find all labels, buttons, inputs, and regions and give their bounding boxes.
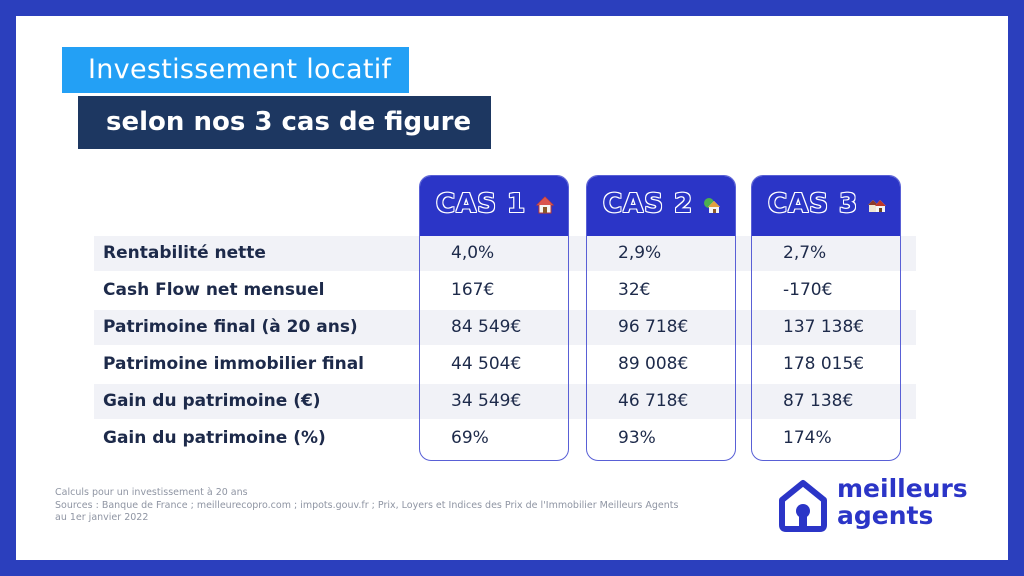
note-line: Sources : Banque de France ; meilleureco… xyxy=(55,499,679,511)
row-stripe xyxy=(94,384,916,419)
logo-line: agents xyxy=(837,501,934,530)
column-title: CAS 3 xyxy=(768,189,859,219)
column-cas-3: CAS 3 xyxy=(751,175,901,461)
cell-value: 89 008€ xyxy=(618,354,689,374)
row-label-patrimoine-final: Patrimoine final (à 20 ans) xyxy=(103,317,358,337)
title-line-1: Investissement locatif xyxy=(62,47,410,93)
column-cas-1: CAS 1 xyxy=(419,175,569,461)
logo-text: meilleurs agents xyxy=(837,475,968,529)
row-stripe xyxy=(94,310,916,345)
logo-line: meilleurs xyxy=(837,474,968,503)
note-line: au 1er janvier 2022 xyxy=(55,512,149,523)
cell-value: 2,7% xyxy=(783,243,827,263)
row-label-gain-percent: Gain du patrimoine (%) xyxy=(103,428,326,448)
meilleurs-agents-logo: meilleurs agents xyxy=(777,475,977,537)
note-line: Calculs pour un investissement à 20 ans xyxy=(55,487,248,498)
cell-value: 4,0% xyxy=(451,243,495,263)
cell-value: 46 718€ xyxy=(618,391,689,411)
houses-icon xyxy=(868,200,886,212)
row-label-gain-euro: Gain du patrimoine (€) xyxy=(103,391,321,411)
cell-value: -170€ xyxy=(783,280,833,300)
column-header: CAS 2 xyxy=(587,176,735,236)
row-stripe xyxy=(94,236,916,271)
row-label-rentabilite: Rentabilité nette xyxy=(103,243,266,263)
cell-value: 87 138€ xyxy=(783,391,854,411)
cell-value: 84 549€ xyxy=(451,317,522,337)
house-icon xyxy=(536,196,554,214)
cell-value: 93% xyxy=(618,428,656,448)
cell-value: 34 549€ xyxy=(451,391,522,411)
cell-value: 2,9% xyxy=(618,243,662,263)
column-title: CAS 2 xyxy=(603,189,694,219)
row-label-cash-flow: Cash Flow net mensuel xyxy=(103,280,325,300)
cell-value: 178 015€ xyxy=(783,354,865,374)
column-header: CAS 3 xyxy=(752,176,900,236)
column-cas-2: CAS 2 xyxy=(586,175,736,461)
row-label-patrimoine-immobilier: Patrimoine immobilier final xyxy=(103,354,365,374)
cell-value: 137 138€ xyxy=(783,317,865,337)
column-header: CAS 1 xyxy=(420,176,568,236)
cell-value: 167€ xyxy=(451,280,495,300)
cell-value: 32€ xyxy=(618,280,651,300)
cell-value: 96 718€ xyxy=(618,317,689,337)
cell-value: 44 504€ xyxy=(451,354,522,374)
source-notes: Calculs pour un investissement à 20 ans … xyxy=(55,487,735,525)
column-title: CAS 1 xyxy=(436,189,527,219)
house-tree-icon xyxy=(704,198,720,213)
cell-value: 174% xyxy=(783,428,832,448)
title-line-2: selon nos 3 cas de figure xyxy=(78,96,492,149)
cell-value: 69% xyxy=(451,428,489,448)
logo-house-icon xyxy=(779,480,827,532)
